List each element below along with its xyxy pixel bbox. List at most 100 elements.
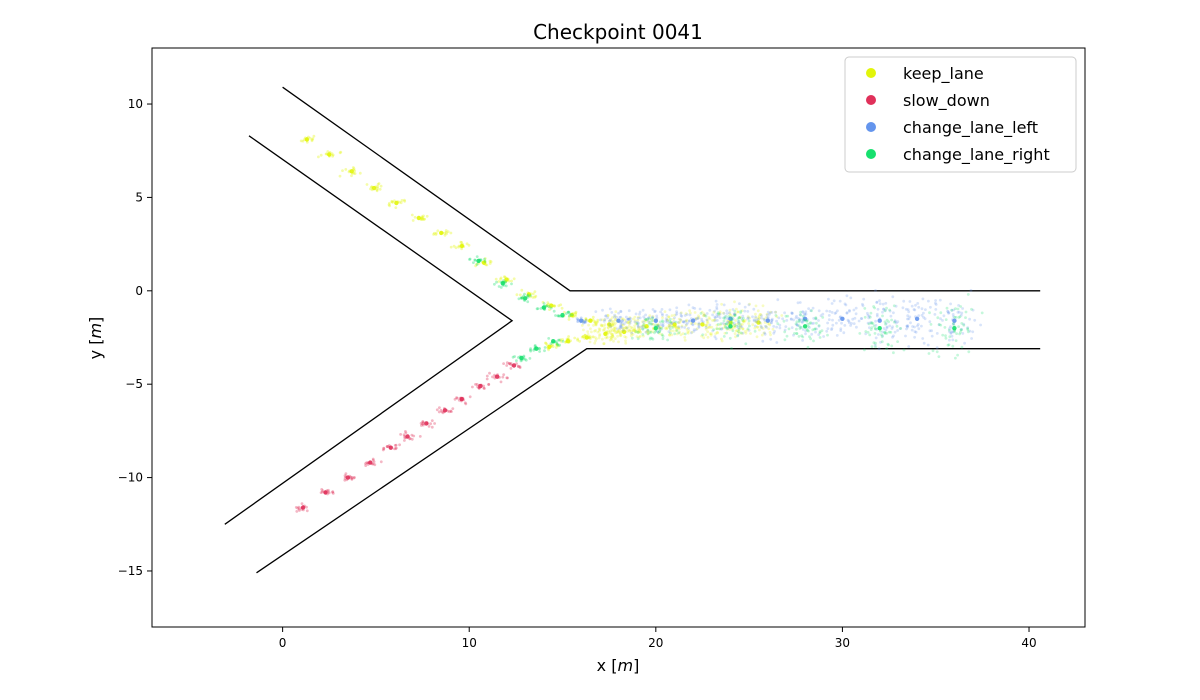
data-point [948,330,951,334]
data-point [646,328,650,332]
data-point [790,312,794,315]
data-point [475,263,479,266]
data-point [812,321,815,325]
data-point [439,408,443,412]
data-point [618,332,622,336]
data-point [839,329,843,332]
data-point [725,322,728,326]
data-point [951,322,955,326]
data-point [619,315,623,319]
data-point [950,308,954,312]
data-point [670,321,674,325]
data-point [718,316,722,320]
data-point [536,307,540,310]
data-point [661,320,665,324]
data-point [723,317,727,320]
data-point [555,341,559,345]
data-point [893,319,897,323]
data-point [633,330,637,334]
data-point [879,340,882,344]
data-point [826,327,830,330]
data-point [634,330,638,334]
data-point [944,334,947,338]
data-point [867,322,871,326]
data-point [757,318,760,322]
data-point [638,328,642,332]
data-point [798,301,802,304]
data-point [517,297,521,301]
data-point [874,345,877,349]
data-point [351,166,355,169]
data-point [874,341,877,345]
data-point [364,462,367,465]
data-point [939,311,943,315]
data-point [741,318,744,322]
data-point [718,327,722,331]
data-point [721,326,725,330]
data-point [505,361,509,365]
data-point [738,322,742,325]
data-point [832,299,836,303]
data-point [875,312,879,316]
data-point [737,326,740,330]
data-point [675,325,679,329]
data-point [715,319,719,322]
data-point [737,316,741,319]
data-point [509,362,512,366]
data-point [917,314,921,317]
data-point [964,310,968,314]
data-point [730,347,733,350]
data-point [653,318,658,323]
data-point [443,231,446,235]
data-point [499,286,503,289]
data-point [886,342,890,346]
data-point [817,324,821,327]
data-point [784,325,788,328]
data-point [557,304,561,308]
data-point [614,321,617,325]
data-point [916,323,920,326]
data-point [485,263,489,267]
data-point [483,257,486,261]
data-point [371,462,375,466]
data-point [731,321,734,325]
data-point [617,340,620,344]
data-point [739,323,743,327]
data-point [931,349,935,353]
data-point [747,322,750,325]
data-point [611,335,615,339]
data-point [661,324,665,328]
data-point [547,337,551,340]
data-point [881,302,885,306]
data-point [300,505,306,510]
data-point [739,324,742,328]
data-point [795,314,798,318]
data-point [551,345,555,348]
data-point [700,310,704,314]
data-point [798,319,801,322]
data-point [584,335,589,340]
data-point [740,332,744,335]
data-point [906,325,909,329]
data-point [718,323,722,327]
data-point [454,246,458,250]
data-point [891,325,894,329]
data-point [365,461,368,464]
data-point [980,311,984,315]
data-point [947,343,951,347]
data-point [379,460,383,464]
data-point [659,328,663,331]
data-point [637,315,640,319]
data-point [966,328,970,331]
legend-marker [866,95,876,105]
data-point [950,330,954,333]
data-point [654,330,657,333]
data-point [625,326,629,330]
data-point [868,333,872,337]
road-boundary-line [282,86,1041,292]
data-point [811,306,815,310]
data-point [971,308,975,312]
data-point [515,293,519,297]
data-point [665,320,669,324]
data-point [734,335,737,339]
